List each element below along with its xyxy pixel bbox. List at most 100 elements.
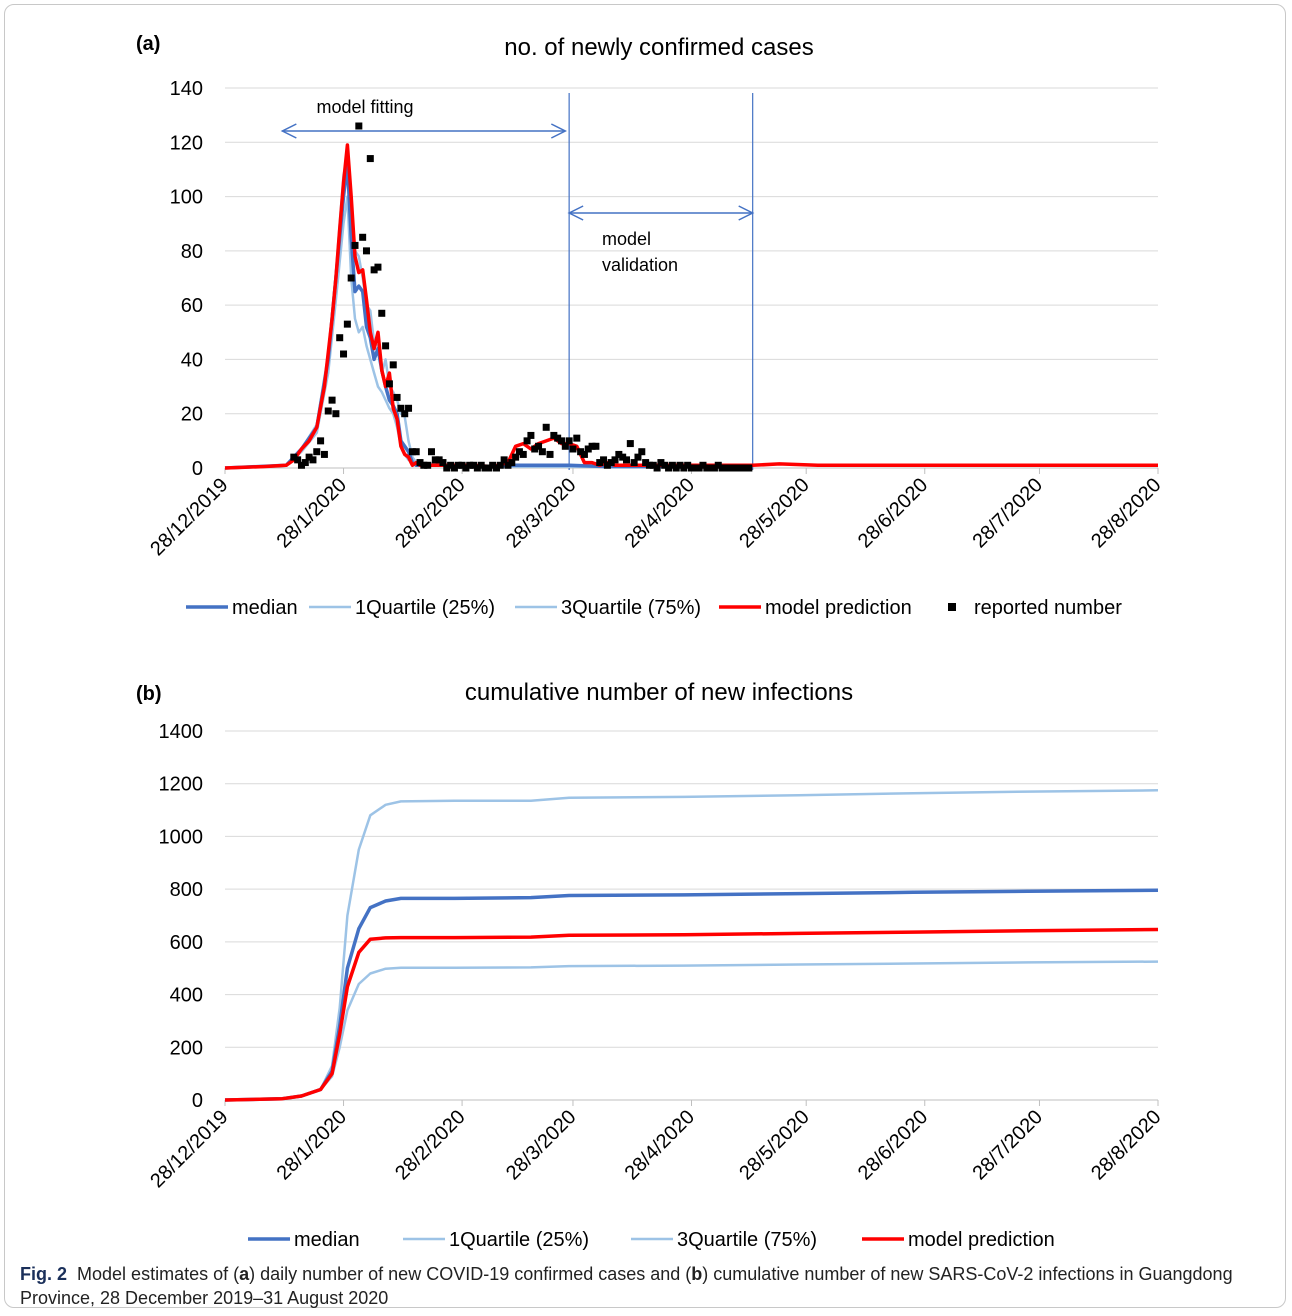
x-tick-label: 28/3/2020: [502, 474, 580, 552]
series-b: [224, 789, 1159, 1102]
reported-point: [389, 361, 397, 369]
legend-marker-reported: [948, 603, 956, 611]
reported-point: [427, 448, 435, 456]
x-tick-label: 28/6/2020: [854, 1106, 932, 1184]
reported-point: [473, 464, 481, 472]
reported-point: [573, 434, 581, 442]
reported-point: [619, 453, 627, 461]
reported-point: [550, 431, 558, 439]
y-tick-label: 400: [170, 985, 203, 1007]
x-tick-label: 28/8/2020: [1087, 474, 1165, 552]
model-fitting-arrow-head-left: [280, 123, 297, 139]
y-tick-label: 200: [170, 1037, 203, 1059]
reported-point: [355, 122, 363, 130]
reported-point: [504, 461, 512, 469]
reported-point: [546, 450, 554, 458]
reported-point: [600, 456, 608, 464]
reported-point: [737, 464, 745, 472]
legend-label: median: [232, 597, 298, 619]
y-tick-label: 120: [170, 132, 203, 154]
reported-point: [362, 247, 370, 255]
reported-point: [443, 464, 451, 472]
reported-point: [661, 461, 669, 469]
reported-point: [492, 464, 500, 472]
reported-point: [466, 461, 474, 469]
reported-point: [462, 464, 470, 472]
x-tick-label: 28/1/2020: [273, 474, 351, 552]
figure-frame: [4, 4, 1286, 1308]
reported-point: [477, 461, 485, 469]
reported-point: [588, 442, 596, 450]
reported-point: [527, 431, 535, 439]
x-tick-label: 28/4/2020: [621, 1106, 699, 1184]
reported-point: [343, 320, 351, 328]
legend-label: model prediction: [908, 1229, 1055, 1251]
x-axis-labels-b: 28/12/2019 28/1/2020 28/2/2020 28/3/2020 28/…: [146, 1106, 1165, 1192]
reported-point: [680, 464, 688, 472]
reported-point: [638, 448, 646, 456]
x-tick-label: 28/5/2020: [735, 1106, 813, 1184]
reported-point: [297, 461, 305, 469]
x-tick-label: 28/5/2020: [735, 474, 813, 552]
caption-bold-a: a: [239, 1264, 250, 1284]
reported-point: [668, 461, 676, 469]
reported-point: [435, 456, 443, 464]
reported-point: [634, 453, 642, 461]
series-line-median: [224, 888, 1159, 1102]
grid-b: [224, 730, 1159, 1106]
figure-caption: Fig. 2 Model estimates of (a) daily numb…: [20, 1262, 1270, 1310]
reported-point: [508, 459, 516, 467]
reported-point: [622, 456, 630, 464]
y-tick-label: 1000: [159, 826, 204, 848]
reported-point: [290, 453, 298, 461]
x-tick-label: 28/8/2020: [1087, 1106, 1165, 1184]
y-tick-label: 140: [170, 78, 203, 100]
reported-point: [301, 459, 309, 467]
reported-point: [519, 450, 527, 458]
series-line-1quartile-25: [224, 195, 753, 470]
annotations-a: model fitting model validation: [280, 93, 755, 470]
reported-point: [726, 464, 734, 472]
x-tick-label: 28/2/2020: [391, 1106, 469, 1184]
reported-point: [615, 450, 623, 458]
reported-point: [359, 233, 367, 241]
legend-label: median: [294, 1229, 360, 1251]
y-tick-label: 0: [192, 1090, 203, 1112]
reported-point: [328, 396, 336, 404]
reported-point: [565, 437, 573, 445]
reported-point: [393, 393, 401, 401]
reported-point: [653, 464, 661, 472]
reported-point: [412, 448, 420, 456]
reported-point: [741, 464, 749, 472]
reported-point: [561, 442, 569, 450]
y-tick-label: 20: [181, 404, 203, 426]
reported-point: [584, 445, 592, 453]
reported-point: [366, 155, 374, 163]
x-tick-label: 28/6/2020: [854, 474, 932, 552]
reported-point: [665, 464, 673, 472]
reported-point: [450, 464, 458, 472]
panel-label-b: (b): [136, 683, 162, 705]
legend-label: model prediction: [765, 597, 912, 619]
x-tick-label: 28/2/2020: [391, 474, 469, 552]
y-tick-label: 1400: [159, 721, 204, 743]
reported-point: [374, 263, 382, 271]
series-line-model-prediction: [224, 927, 1159, 1102]
x-axis-labels-a: 28/12/2019 28/1/2020 28/2/2020 28/3/2020 28/…: [146, 474, 1165, 560]
reported-point: [500, 456, 508, 464]
chart-title-b: cumulative number of new infections: [465, 679, 853, 706]
reported-point: [626, 440, 634, 448]
y-tick-label: 60: [181, 295, 203, 317]
reported-point: [649, 461, 657, 469]
reported-point: [305, 453, 313, 461]
legend-label: 3Quartile (75%): [561, 597, 701, 619]
reported-point: [309, 456, 317, 464]
model-fitting-label: model fitting: [316, 97, 413, 117]
reported-point: [470, 461, 478, 469]
reported-point: [691, 464, 699, 472]
reported-point: [531, 445, 539, 453]
reported-point: [489, 461, 497, 469]
reported-point: [703, 464, 711, 472]
reported-point: [699, 461, 707, 469]
reported-point: [485, 464, 493, 472]
